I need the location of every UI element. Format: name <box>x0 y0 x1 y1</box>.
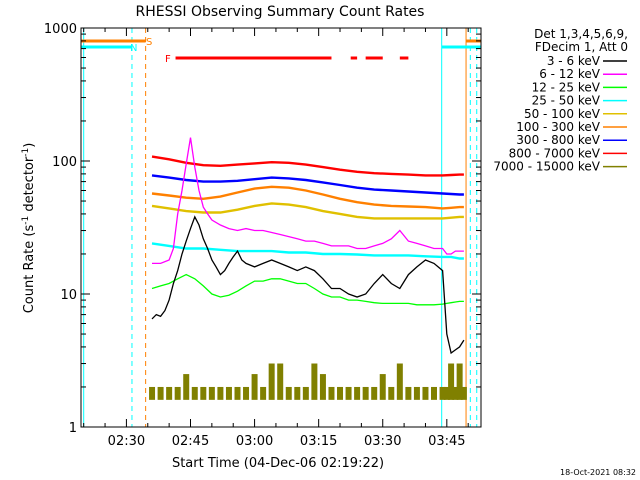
y-axis-label: Count Rate (s-1 detector-1) <box>21 143 37 314</box>
series-3-6-kev <box>151 215 465 355</box>
series-800-7000-kev-line <box>151 155 464 177</box>
legend-label-7000-15000-kev: 7000 - 15000 keV <box>493 160 600 174</box>
x-tick-label: 03:15 <box>300 434 337 449</box>
series-6-12-kev <box>152 137 464 265</box>
series-300-800-kev <box>151 174 464 196</box>
legend-label-6-12-kev: 6 - 12 keV <box>539 67 601 81</box>
y-tick-label: 100 <box>52 155 77 170</box>
series-7000-15000-kev <box>149 363 467 400</box>
x-axis-label: Start Time (04-Dec-06 02:19:22) <box>172 456 384 471</box>
y-axis: 1 10 100 1000 <box>44 22 481 436</box>
y-tick-label: 1000 <box>44 22 77 37</box>
legend-header-detectors: Det 1,3,4,5,6,9, <box>534 27 628 41</box>
legend-header-decim: FDecim 1, Att 0 <box>535 40 628 54</box>
x-tick-label: 03:30 <box>364 434 401 449</box>
legend-label-12-25-kev: 12 - 25 keV <box>532 80 601 94</box>
y-tick-label: 10 <box>60 288 77 303</box>
series-25-50-kev <box>151 242 464 260</box>
flag-n-label: N <box>130 43 137 54</box>
series-3-6-kev-line <box>151 215 465 355</box>
legend: Det 1,3,4,5,6,9, FDecim 1, Att 0 3 - 6 k… <box>493 27 628 174</box>
series-50-100-kev <box>151 202 464 220</box>
series-100-300-kev <box>151 185 464 210</box>
y-tick-label: 1 <box>69 421 77 436</box>
x-tick-label: 02:30 <box>108 434 145 449</box>
x-tick-label: 03:00 <box>236 434 273 449</box>
legend-label-100-300-kev: 100 - 300 keV <box>516 120 600 134</box>
legend-label-25-50-kev: 25 - 50 keV <box>532 94 601 108</box>
plot-frame <box>80 27 482 428</box>
x-tick-label: 03:45 <box>428 434 465 449</box>
series-12-25-kev <box>151 273 464 306</box>
x-tick-label: 02:45 <box>172 434 209 449</box>
series-300-800-kev-line <box>151 174 464 196</box>
date-stamp: 18-Oct-2021 08:32 <box>560 468 636 477</box>
legend-label-800-7000-kev: 800 - 7000 keV <box>509 146 601 160</box>
series-25-50-kev-line <box>151 242 464 260</box>
chart-title: RHESSI Observing Summary Count Rates <box>136 4 425 20</box>
x-axis: 02:30 02:45 03:00 03:15 03:30 03:45 <box>83 28 469 449</box>
flag-f-label: F <box>165 54 171 65</box>
legend-label-3-6-kev: 3 - 6 keV <box>547 54 601 68</box>
flag-s-label: S <box>146 37 152 48</box>
series-50-100-kev-line <box>151 202 464 220</box>
plot-area: SN F <box>81 28 481 427</box>
series-6-12-kev-line <box>152 137 464 265</box>
series-12-25-kev-line <box>151 273 464 306</box>
legend-label-50-100-kev: 50 - 100 keV <box>524 107 601 121</box>
series-800-7000-kev <box>151 155 464 177</box>
series-100-300-kev-line <box>151 185 464 210</box>
legend-label-300-800-kev: 300 - 800 keV <box>516 133 600 147</box>
